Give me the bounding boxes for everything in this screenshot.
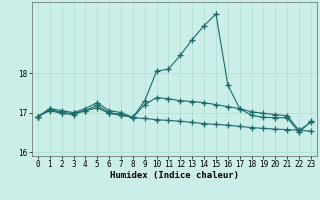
- X-axis label: Humidex (Indice chaleur): Humidex (Indice chaleur): [110, 171, 239, 180]
